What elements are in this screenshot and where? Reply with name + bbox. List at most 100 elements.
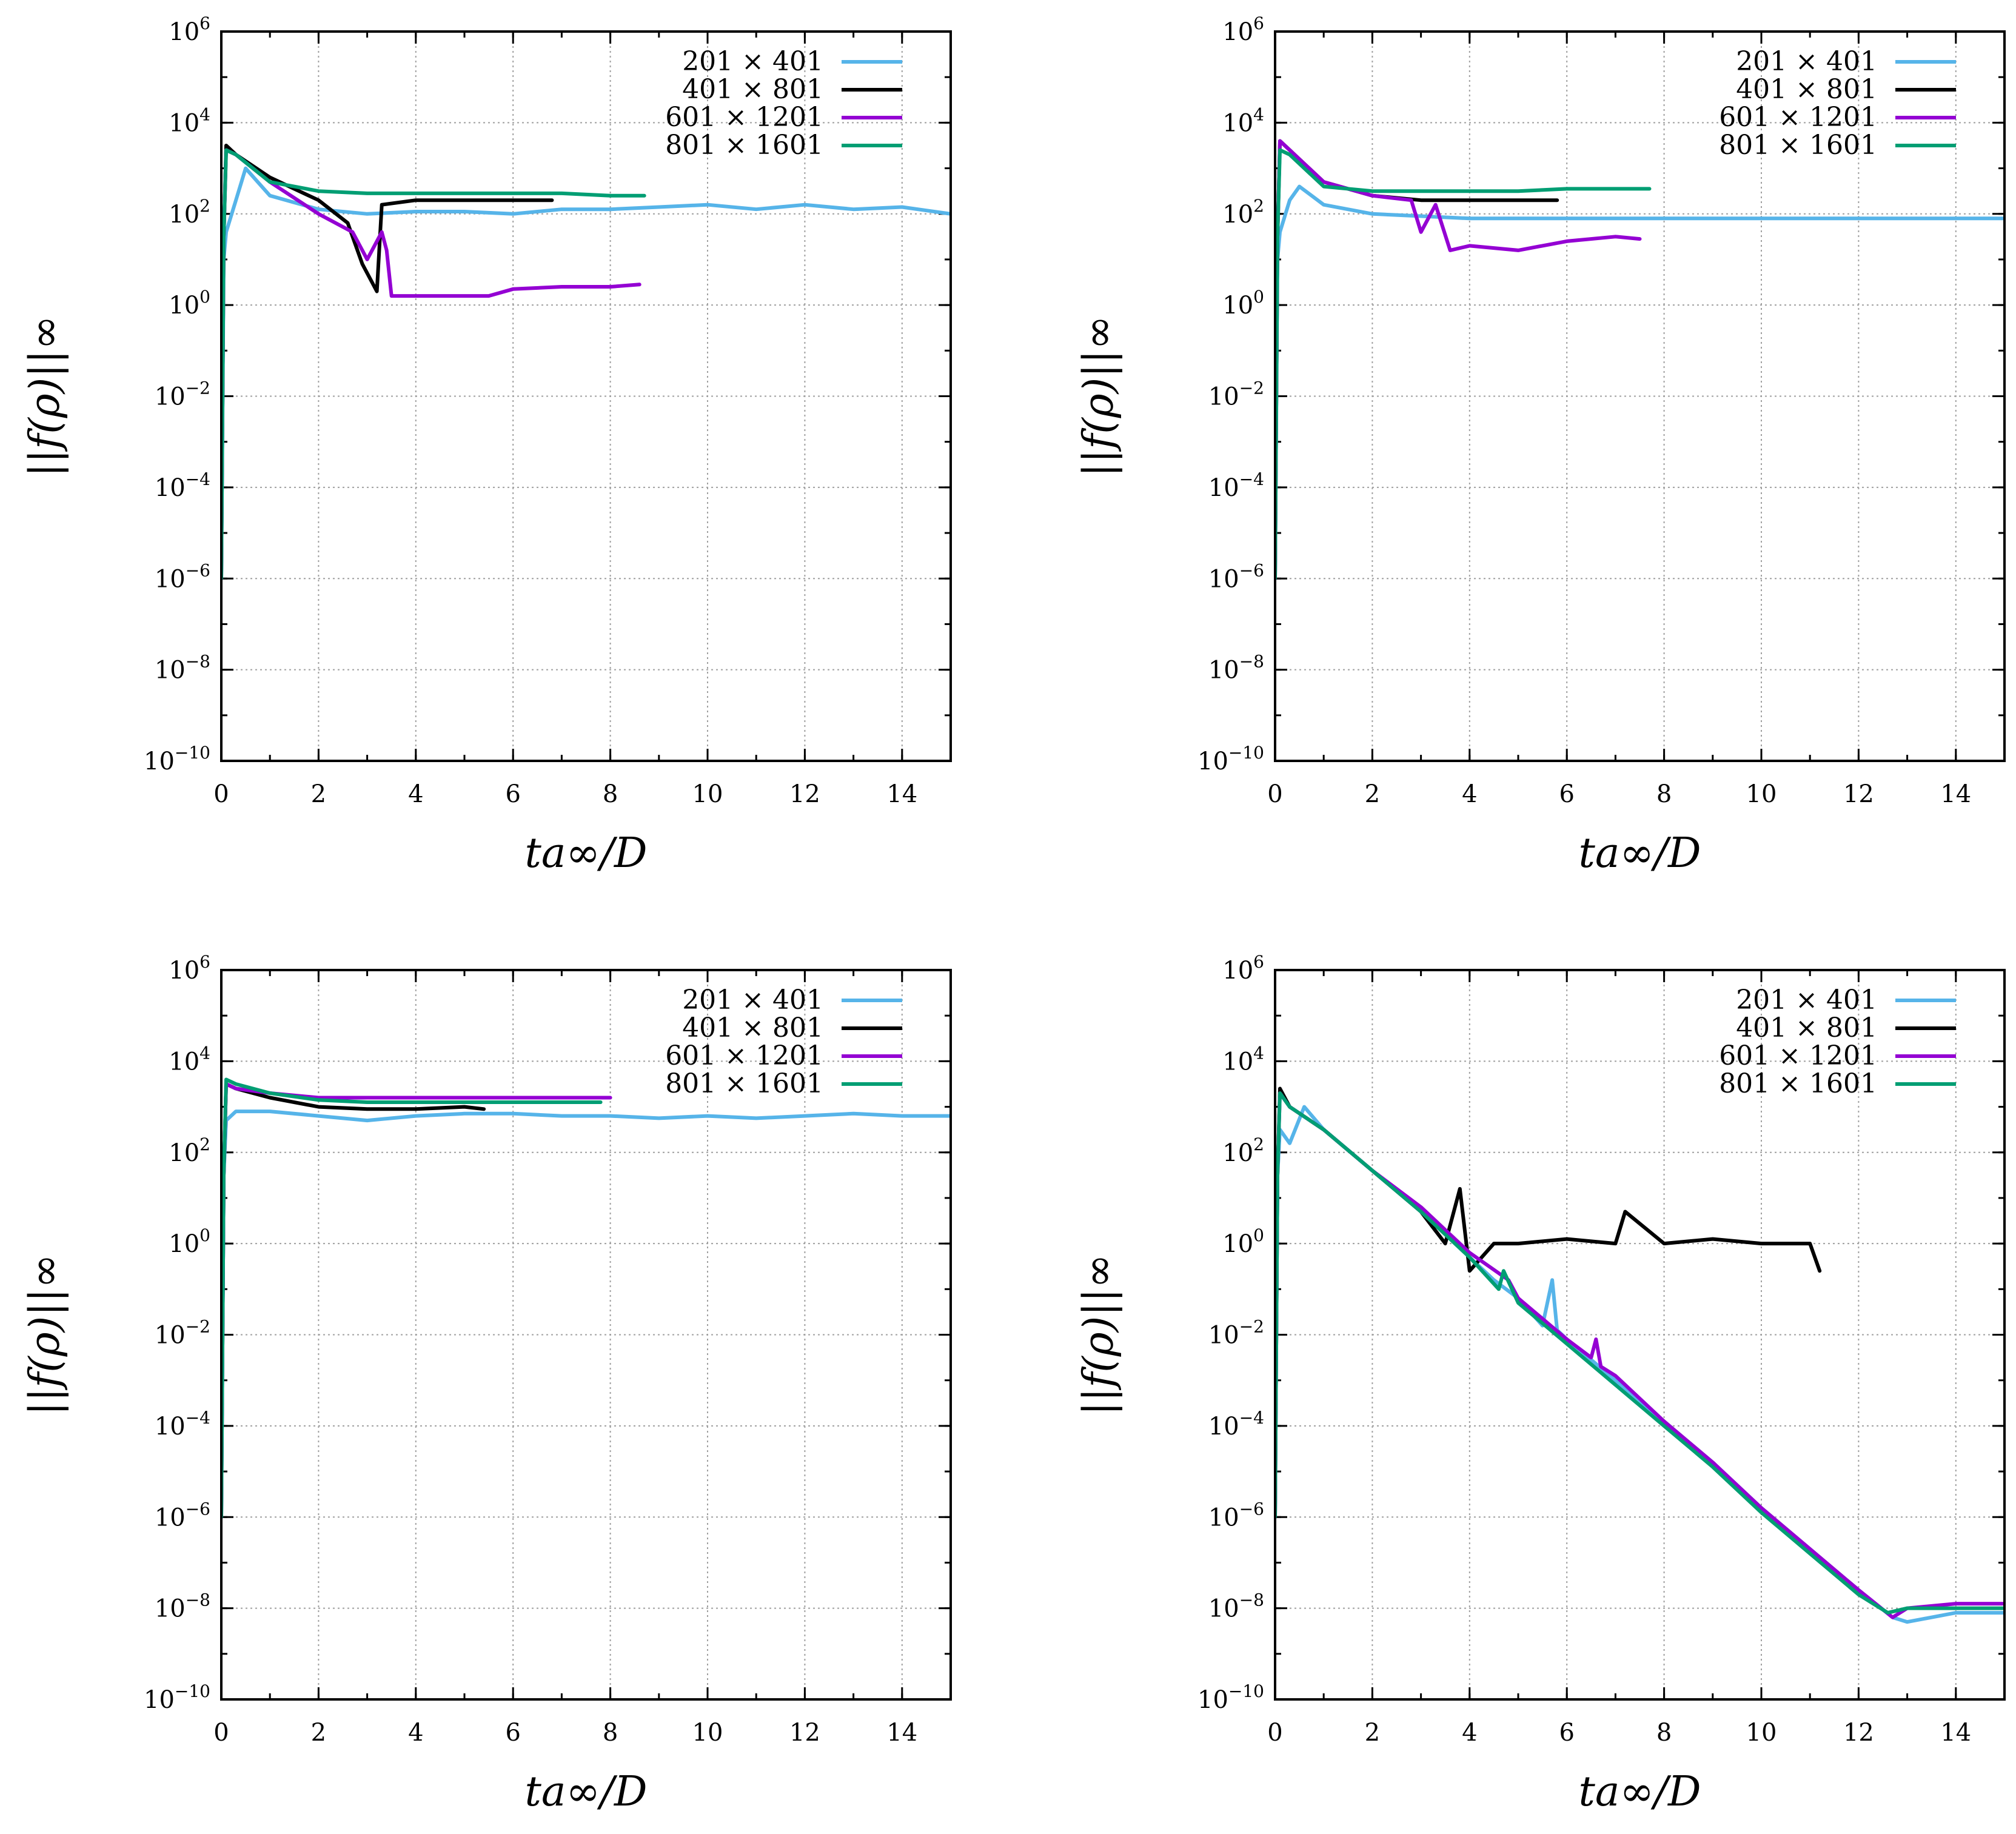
chart-panel-top-left: 0 2 4 6 8 10 12 14 106 104 102 100 10−2 10−4 10−6 10−8 1… [21,13,952,877]
y-tick-label: 106 [1222,13,1264,46]
legend-label: 401 × 801 [1736,1012,1877,1043]
x-tick-label: 14 [1940,1719,1971,1747]
x-tick-label: 10 [692,780,723,808]
y-axis-label: ||f(ρ)||∞ [21,1254,69,1416]
legend-label: 601 × 1201 [1719,1040,1877,1071]
legend-label: 201 × 401 [1736,985,1877,1016]
y-tick-label: 104 [169,1043,210,1076]
series-line-401-801 [221,144,554,581]
chart-panel-top-right: 0 2 4 6 8 10 12 14 106 104 102 100 10−2 10−4 10−6 10−8 1… [1075,13,2006,877]
x-tick-label: 10 [1746,780,1777,808]
x-tick-label: 2 [311,1719,326,1747]
y-tick-label: 102 [169,196,210,229]
legend-label: 601 × 1201 [1719,102,1877,133]
y-tick-label: 10−8 [155,1590,210,1623]
y-tick-label: 100 [169,1225,210,1258]
x-tick-label: 6 [505,780,520,808]
x-tick-label: 12 [789,1719,820,1747]
x-tick-label: 2 [1365,780,1380,808]
chart-panel-bottom-left: 0 2 4 6 8 10 12 14 106 104 102 100 10−2 10−4 10−6 10−8 1… [21,952,952,1816]
y-tick-label: 102 [169,1134,210,1167]
x-tick-label: 4 [408,1719,423,1747]
y-tick-label: 10−6 [1208,560,1264,593]
legend-label: 201 × 401 [682,46,823,77]
legend-label: 401 × 801 [682,74,823,105]
y-tick-label: 10−10 [144,1681,210,1714]
y-tick-label: 106 [169,13,210,46]
y-tick-label: 10−4 [1208,1408,1264,1441]
x-tick-label: 0 [213,1719,229,1747]
x-tick-label: 8 [1656,1719,1672,1747]
series-group [1275,1086,2004,1624]
x-tick-label: 0 [213,780,229,808]
legend-label: 601 × 1201 [665,1040,823,1071]
x-tick-label: 8 [603,1719,618,1747]
x-tick-label: 12 [789,780,820,808]
x-tick-label: 2 [311,780,326,808]
x-tick-label: 8 [603,780,618,808]
legend-label: 801 × 1601 [665,130,823,161]
y-tick-label: 10−2 [155,378,210,411]
x-tick-label: 12 [1843,1719,1874,1747]
y-tick-label: 10−4 [155,469,210,502]
series-line-401-801 [1275,139,1559,581]
plot-frame [220,969,952,1701]
y-tick-label: 10−8 [155,652,210,684]
x-tick-label: 4 [1462,1719,1477,1747]
x-tick-label: 6 [505,1719,520,1747]
legend-label: 201 × 401 [1736,46,1877,77]
y-axis-label: ||f(ρ)||∞ [21,315,69,477]
x-tick-label: 14 [1940,780,1971,808]
y-tick-label: 10−8 [1208,1590,1264,1623]
y-tick-label: 10−10 [1197,743,1264,775]
plot-frame [1274,30,2006,762]
series-line-201-401 [1275,1105,2004,1624]
x-tick-label: 10 [1746,1719,1777,1747]
y-tick-label: 104 [1222,1043,1264,1076]
y-tick-label: 10−2 [1208,378,1264,411]
y-tick-label: 104 [169,104,210,137]
series-group [221,1077,951,1519]
y-tick-label: 104 [1222,104,1264,137]
y-tick-label: 10−6 [1208,1499,1264,1531]
plot-frame [1274,969,2006,1701]
y-tick-label: 106 [169,952,210,985]
legend-label: 801 × 1601 [1719,130,1877,161]
legend-label: 401 × 801 [682,1012,823,1043]
x-axis-label: ta∞/D [525,829,648,877]
series-line-601-1201 [1275,139,1642,581]
y-tick-label: 10−2 [1208,1317,1264,1350]
y-axis-label: ||f(ρ)||∞ [1075,315,1123,477]
y-tick-label: 100 [169,287,210,320]
legend-label: 601 × 1201 [665,102,823,133]
y-tick-label: 10−10 [144,743,210,775]
x-tick-label: 8 [1656,780,1672,808]
series-line-801-1601 [221,148,646,581]
x-axis-label: ta∞/D [1579,1768,1701,1816]
x-tick-label: 6 [1559,780,1574,808]
x-tick-label: 12 [1843,780,1874,808]
y-tick-label: 100 [1222,1225,1264,1258]
series-line-801-1601 [221,1077,603,1519]
series-line-201-401 [1275,184,2004,581]
y-axis-label: ||f(ρ)||∞ [1075,1254,1123,1416]
x-tick-label: 10 [692,1719,723,1747]
y-tick-label: 10−4 [155,1408,210,1441]
y-tick-label: 10−4 [1208,469,1264,502]
x-tick-label: 2 [1365,1719,1380,1747]
legend-label: 201 × 401 [682,985,823,1016]
y-tick-label: 10−6 [155,560,210,593]
x-tick-label: 0 [1267,780,1282,808]
x-tick-label: 14 [886,1719,917,1747]
series-group [1275,139,2004,581]
x-axis-label: ta∞/D [525,1768,648,1816]
x-tick-label: 6 [1559,1719,1574,1747]
y-tick-label: 10−6 [155,1499,210,1531]
series-line-201-401 [221,1109,951,1519]
x-tick-label: 14 [886,780,917,808]
x-tick-label: 4 [1462,780,1477,808]
series-line-801-1601 [1275,1091,2004,1615]
y-tick-label: 100 [1222,287,1264,320]
y-tick-label: 102 [1222,1134,1264,1167]
